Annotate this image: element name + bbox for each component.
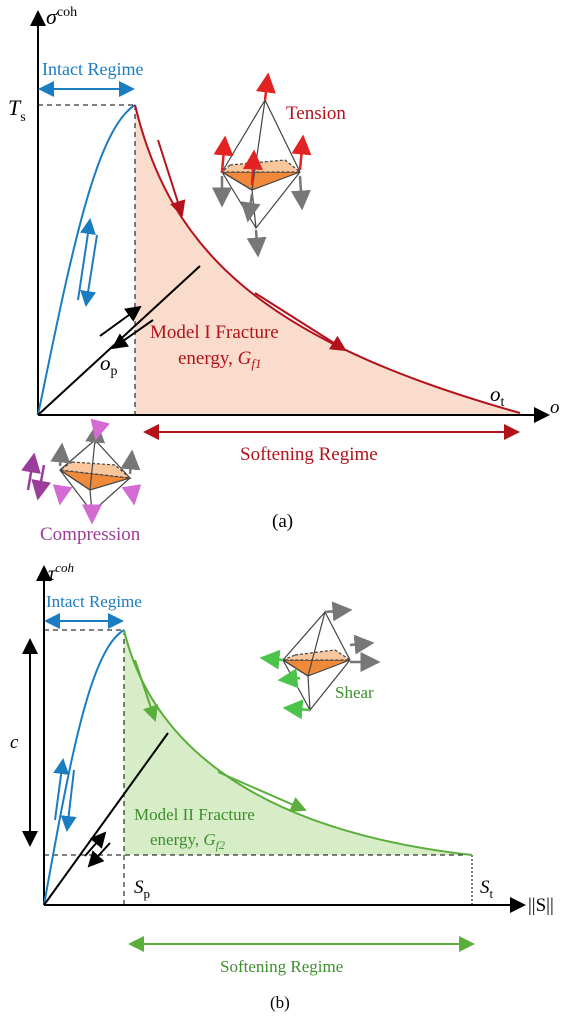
y-axis-label: σcoh <box>46 4 77 29</box>
fracture-line2: energy, Gf1 <box>178 348 261 371</box>
label-part: f2 <box>216 838 225 852</box>
compression-label: Compression <box>40 524 141 545</box>
panel-a: σcoh Intact Regime Ts Tension Model I Fr… <box>8 4 560 545</box>
intact-curve <box>44 630 124 905</box>
label-part: S <box>134 877 144 898</box>
reload-arrow <box>100 307 140 336</box>
figure: σcoh Intact Regime Ts Tension Model I Fr… <box>0 0 563 1017</box>
label-part: energy, <box>178 348 238 369</box>
label-part: G <box>238 348 252 369</box>
label-part: o <box>490 382 501 406</box>
label-part: G <box>203 830 215 849</box>
label-part: p <box>144 886 151 901</box>
peak-label: Ts <box>8 95 26 125</box>
end-label: ot <box>490 382 505 410</box>
label-part: p <box>111 364 118 379</box>
shear-label: Shear <box>335 683 374 702</box>
label-part: t <box>501 395 505 410</box>
label-part: t <box>490 886 494 901</box>
cohesion-label: c <box>10 732 19 753</box>
label-part: o <box>100 351 111 375</box>
caption: (a) <box>272 511 293 532</box>
fracture-line1: Model I Fracture <box>150 322 279 343</box>
label-part: coh <box>57 5 77 20</box>
start-label: Sp <box>134 877 150 901</box>
label-part: S <box>480 877 490 898</box>
panel-b: τcoh Intact Regime c Shear Model II Frac… <box>10 560 554 1012</box>
softening-regime: Softening Regime <box>240 444 378 465</box>
caption: (b) <box>270 993 290 1012</box>
fracture-line1: Model II Fracture <box>134 805 255 824</box>
compression-icon <box>28 425 134 522</box>
end-label: St <box>480 877 494 901</box>
label-part: coh <box>55 560 74 575</box>
intact-curve <box>38 105 135 415</box>
intact-regime: Intact Regime <box>42 59 143 79</box>
unload-arrow <box>86 235 97 305</box>
label-part: s <box>20 110 25 125</box>
label-part: f1 <box>251 356 261 371</box>
start-label: op <box>100 351 118 379</box>
label-part: energy, <box>150 830 203 849</box>
softening-regime: Softening Regime <box>220 957 343 976</box>
tension-icon <box>222 75 303 255</box>
intact-regime: Intact Regime <box>46 592 142 611</box>
x-axis-label: ||S|| <box>528 895 554 916</box>
x-axis-label: o <box>550 397 560 418</box>
fracture-line2: energy, Gf2 <box>150 830 225 852</box>
y-axis-label: τcoh <box>48 560 74 585</box>
tension-label: Tension <box>286 103 346 124</box>
